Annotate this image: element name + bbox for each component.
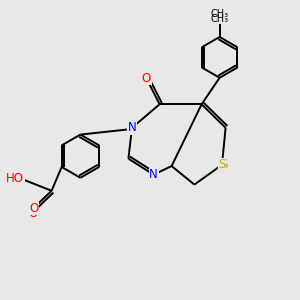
Text: O: O [16, 171, 25, 184]
Text: S: S [220, 158, 227, 171]
Text: CH₃: CH₃ [211, 9, 229, 19]
Text: CH₃: CH₃ [211, 14, 229, 24]
Text: HO: HO [6, 172, 24, 185]
Text: N: N [128, 121, 136, 134]
Text: O: O [142, 72, 151, 85]
Text: S: S [218, 158, 226, 171]
Text: O: O [29, 202, 38, 214]
Text: O: O [29, 207, 38, 220]
Text: N: N [128, 121, 136, 134]
Text: N: N [149, 168, 158, 181]
Text: N: N [149, 168, 158, 181]
Text: O: O [142, 70, 151, 83]
Text: H: H [9, 170, 19, 183]
